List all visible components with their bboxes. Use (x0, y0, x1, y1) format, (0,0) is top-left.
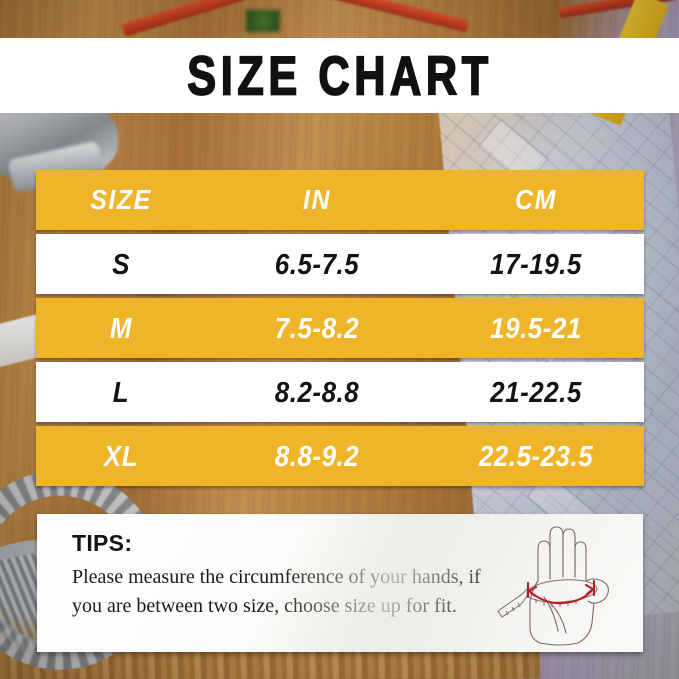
table-row: L 8.2-8.8 21-22.5 (36, 362, 644, 422)
size-table: SIZE IN CM S 6.5-7.5 17-19.5 M 7.5-8.2 1… (36, 170, 644, 490)
table-header-row: SIZE IN CM (36, 170, 644, 230)
hand-diagram-svg (497, 526, 609, 646)
title-banner: SIZE CHART (0, 38, 679, 113)
hand-measurement-illustration (487, 514, 643, 652)
cell-in: 8.2-8.8 (274, 374, 360, 408)
page-title: SIZE CHART (186, 44, 493, 107)
green-tool-part (246, 10, 280, 32)
tips-box: TIPS: Please measure the circumference o… (37, 514, 643, 652)
cell-in: 8.8-9.2 (274, 438, 360, 472)
column-header-size: SIZE (90, 184, 152, 215)
cell-size: XL (103, 438, 139, 472)
cell-size: M (109, 310, 133, 344)
cell-cm: 22.5-23.5 (478, 438, 594, 472)
table-row: S 6.5-7.5 17-19.5 (36, 234, 644, 294)
column-header-in: IN (303, 184, 331, 215)
tips-heading: TIPS: (72, 530, 133, 556)
cell-cm: 17-19.5 (490, 246, 582, 280)
cell-cm: 19.5-21 (490, 310, 582, 344)
table-row: XL 8.8-9.2 22.5-23.5 (36, 426, 644, 486)
cell-size: L (112, 374, 130, 408)
cell-in: 7.5-8.2 (274, 310, 360, 344)
cell-in: 6.5-7.5 (274, 246, 360, 280)
tips-body: Please measure the circumference of your… (72, 566, 481, 617)
cell-cm: 21-22.5 (490, 374, 582, 408)
column-header-cm: CM (515, 184, 557, 215)
table-row: M 7.5-8.2 19.5-21 (36, 298, 644, 358)
tips-text-wrap: TIPS: Please measure the circumference o… (37, 514, 487, 621)
cell-size: S (112, 246, 130, 280)
